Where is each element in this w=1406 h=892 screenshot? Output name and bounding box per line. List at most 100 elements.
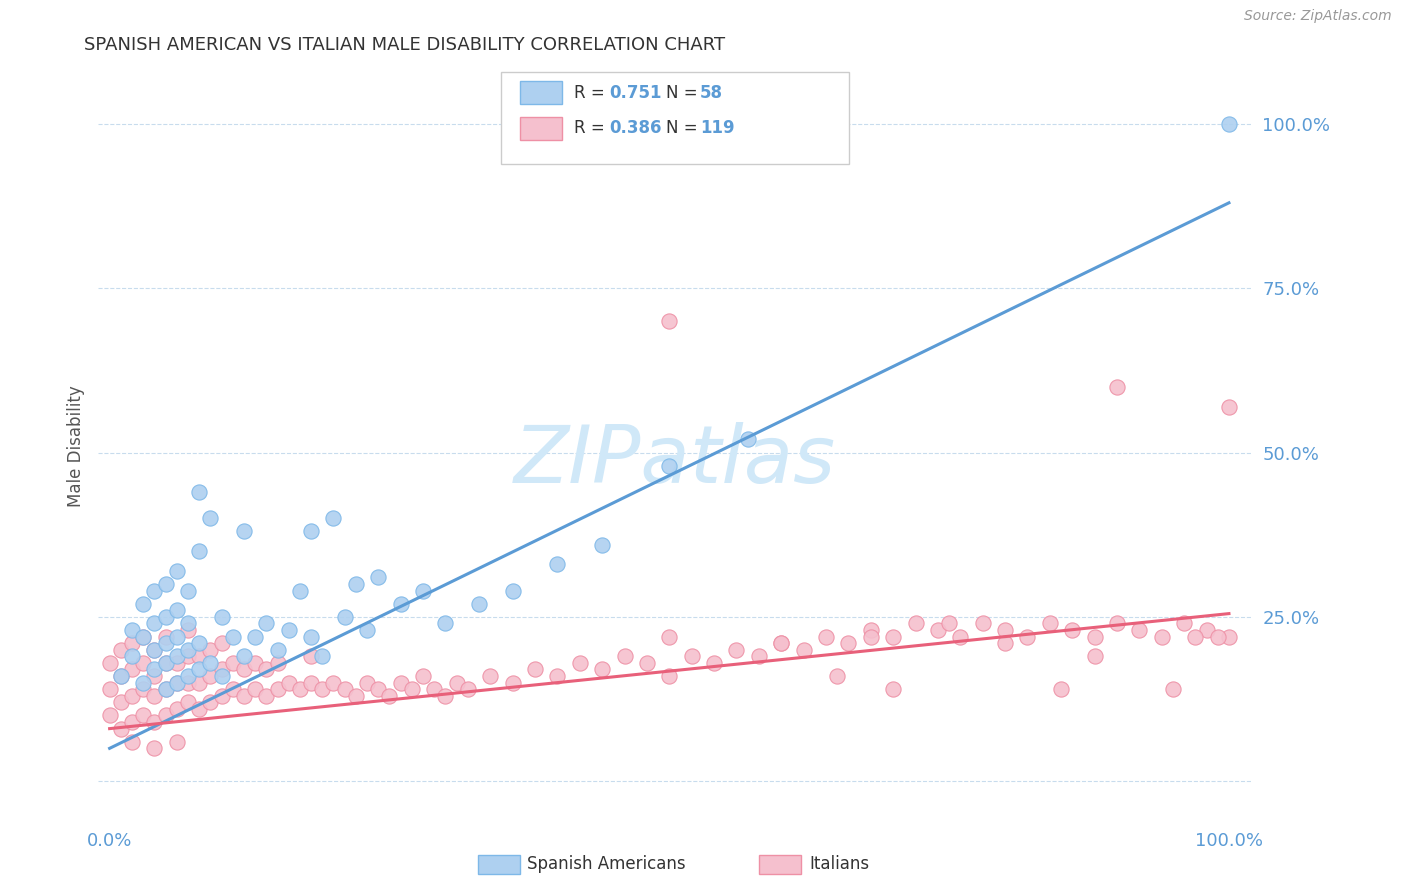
Point [949,630,972,644]
Point [143,689,166,703]
Point [725,642,748,657]
Point [322,511,344,525]
Point [636,656,658,670]
Point [446,675,468,690]
Point [155,708,177,723]
Point [882,682,904,697]
Point [121,663,143,677]
Point [299,524,322,539]
Point [166,630,188,644]
Point [658,458,681,473]
Point [1218,117,1240,131]
Point [132,708,155,723]
Point [166,603,188,617]
Point [468,597,491,611]
Point [110,669,132,683]
Point [825,669,848,683]
Point [299,675,322,690]
Point [177,623,200,637]
Point [737,433,759,447]
Point [188,663,211,677]
Point [299,630,322,644]
Point [121,714,143,729]
Point [211,610,233,624]
Point [546,669,568,683]
Point [110,722,132,736]
Point [681,649,703,664]
Point [166,675,188,690]
Point [166,656,188,670]
Point [299,649,322,664]
Point [1050,682,1073,697]
Y-axis label: Male Disability: Male Disability [66,385,84,507]
Point [155,656,177,670]
Point [143,583,166,598]
Point [166,702,188,716]
Point [243,682,266,697]
Point [1062,623,1084,637]
Point [1017,630,1039,644]
Point [367,570,389,584]
Point [121,636,143,650]
Point [837,636,859,650]
Point [333,682,356,697]
Point [904,616,927,631]
Point [188,544,211,558]
Point [143,714,166,729]
Point [110,642,132,657]
Point [613,649,636,664]
Point [994,636,1017,650]
Text: 0.386: 0.386 [609,120,661,137]
Point [177,649,200,664]
Text: SPANISH AMERICAN VS ITALIAN MALE DISABILITY CORRELATION CHART: SPANISH AMERICAN VS ITALIAN MALE DISABIL… [84,36,725,54]
Text: R =: R = [574,120,610,137]
Point [277,623,299,637]
Point [591,663,613,677]
Point [166,675,188,690]
Point [200,695,222,709]
Point [344,577,367,591]
Point [434,689,457,703]
Point [434,616,457,631]
Point [378,689,401,703]
Point [322,675,344,690]
Point [222,682,245,697]
Point [389,597,412,611]
Point [882,630,904,644]
Point [155,656,177,670]
Point [188,485,211,500]
Point [1206,630,1229,644]
Point [211,669,233,683]
Point [155,577,177,591]
Point [110,695,132,709]
Point [972,616,994,631]
Point [793,642,815,657]
Point [389,675,412,690]
Point [1150,630,1173,644]
Point [98,708,121,723]
Point [222,656,245,670]
Point [266,642,288,657]
Point [177,583,200,598]
Point [121,689,143,703]
Point [166,564,188,578]
Point [1105,380,1128,394]
Point [121,649,143,664]
Point [546,558,568,572]
Text: 0.751: 0.751 [609,84,661,102]
Point [232,663,254,677]
Point [121,735,143,749]
Point [333,610,356,624]
Point [927,623,949,637]
Text: Italians: Italians [810,855,870,873]
Point [177,669,200,683]
Point [568,656,591,670]
Point [457,682,479,697]
Text: R =: R = [574,84,610,102]
Point [994,623,1017,637]
Text: ZIPatlas: ZIPatlas [513,422,837,500]
Text: N =: N = [666,84,703,102]
Point [423,682,446,697]
Point [1195,623,1218,637]
Point [155,682,177,697]
